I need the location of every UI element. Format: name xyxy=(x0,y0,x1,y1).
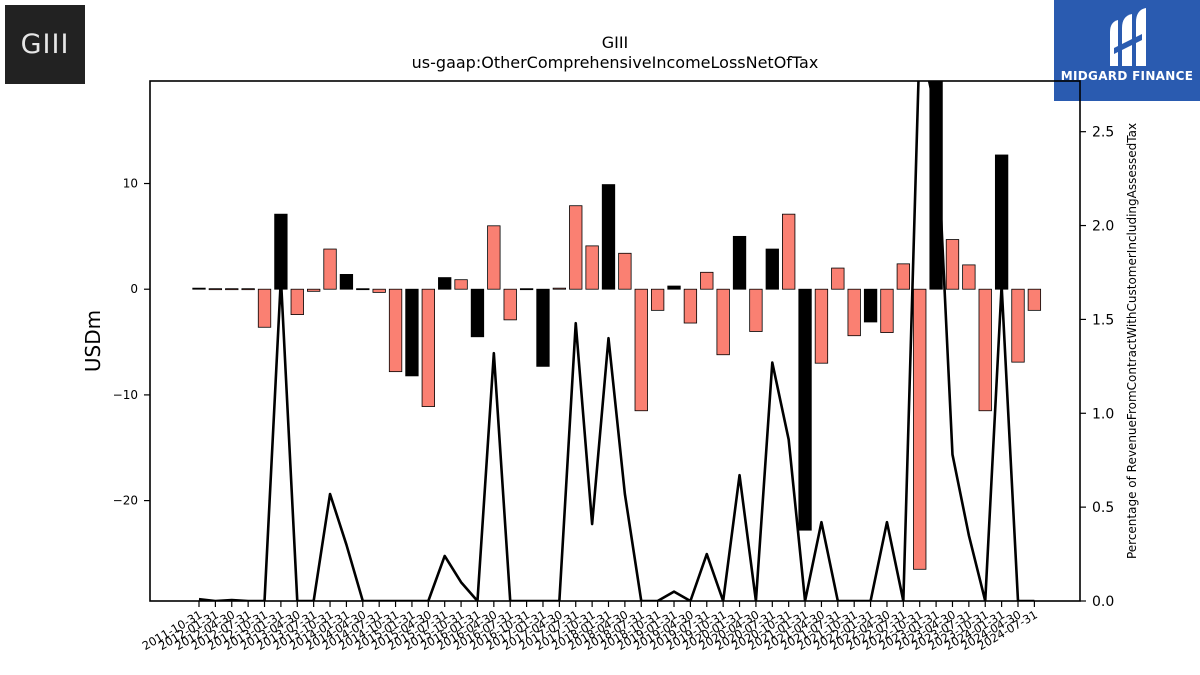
bar-2015-10-31 xyxy=(454,279,468,290)
chart-title: GIII xyxy=(602,33,629,52)
bar-2014-01-31 xyxy=(339,274,354,290)
y-tick-label: −10 xyxy=(113,388,138,402)
bar-2012-01-31 xyxy=(208,288,223,291)
bar-2019-10-31 xyxy=(716,288,730,356)
bar-2019-04-30 xyxy=(683,288,698,324)
brand-logo: MIDGARD FINANCE xyxy=(1054,0,1200,101)
bar-2021-07-31 xyxy=(831,267,845,290)
bar-2018-01-31 xyxy=(601,184,616,290)
bar-2017-10-31 xyxy=(585,245,599,290)
bar-2016-10-31 xyxy=(519,288,534,291)
y2-axis-label: Percentage of RevenueFromContractWithCus… xyxy=(1125,123,1139,559)
y-axis-label: USDm xyxy=(81,310,105,372)
bar-2024-07-31 xyxy=(1027,288,1042,311)
brand-mark-icon xyxy=(1110,8,1146,66)
bar-2016-04-30 xyxy=(487,225,501,290)
bar-2011-10-31 xyxy=(192,287,206,290)
series-line xyxy=(198,81,1035,601)
y2-tick-label: 2.0 xyxy=(1092,219,1114,235)
y2-tick-label: 0.5 xyxy=(1092,500,1114,516)
bar-2019-07-31 xyxy=(700,271,714,290)
bar-2012-04-30 xyxy=(225,288,239,291)
bar-2023-07-31 xyxy=(962,264,976,290)
bar-2019-01-31 xyxy=(667,285,681,290)
bar-2024-01-31 xyxy=(994,154,1009,290)
bar-2017-04-30 xyxy=(552,287,567,290)
bar-2021-01-31 xyxy=(798,288,812,531)
bar-2021-10-31 xyxy=(847,288,861,337)
bar-2018-10-31 xyxy=(650,288,665,311)
bar-2014-10-31 xyxy=(388,288,403,373)
bar-2016-07-31 xyxy=(503,288,517,321)
bar-2014-04-30 xyxy=(356,288,370,291)
bar-2018-07-31 xyxy=(634,288,648,412)
bar-2022-07-31 xyxy=(896,263,910,290)
company-logo-text: GIII xyxy=(20,29,70,60)
bar-2012-07-31 xyxy=(241,288,255,291)
bar-2015-04-30 xyxy=(421,288,435,407)
bar-2014-07-31 xyxy=(372,288,386,293)
bar-2020-07-31 xyxy=(765,248,779,290)
y-tick-label: −20 xyxy=(113,494,138,508)
plot-frame xyxy=(149,80,1081,602)
bar-2022-04-30 xyxy=(880,288,894,333)
bar-2013-04-30 xyxy=(290,288,304,315)
bar-2017-01-31 xyxy=(536,288,550,367)
bar-2023-04-30 xyxy=(945,239,960,290)
bar-2015-01-31 xyxy=(405,288,419,377)
y2-tick-label: 1.0 xyxy=(1092,406,1114,422)
brand-logo-text: MIDGARD FINANCE xyxy=(1060,69,1194,83)
company-logo: GIII xyxy=(5,5,85,84)
bar-2015-07-31 xyxy=(438,277,452,290)
bar-2021-04-30 xyxy=(814,288,829,364)
bar-2018-04-30 xyxy=(618,252,632,290)
bar-2013-07-31 xyxy=(307,288,321,292)
y-tick-label: 0 xyxy=(130,282,138,296)
bar-2022-01-31 xyxy=(863,288,878,323)
bar-2020-04-30 xyxy=(749,288,763,332)
chart-subtitle: us-gaap:OtherComprehensiveIncomeLossNetO… xyxy=(412,53,819,72)
y2-tick-label: 1.5 xyxy=(1092,312,1114,328)
bar-2023-10-31 xyxy=(978,288,992,412)
bar-2017-07-31 xyxy=(569,205,583,290)
bar-2013-10-31 xyxy=(323,248,337,290)
y2-tick-label: 0.0 xyxy=(1092,594,1114,610)
y-tick-label: 10 xyxy=(123,177,138,191)
bar-2012-10-31 xyxy=(257,288,272,328)
bar-2020-01-31 xyxy=(732,235,747,290)
bar-2020-10-31 xyxy=(782,213,796,290)
bar-2022-10-31 xyxy=(913,288,927,570)
bar-2024-04-30 xyxy=(1011,288,1025,363)
y2-tick-label: 2.5 xyxy=(1092,125,1114,141)
bar-2016-01-31 xyxy=(470,288,485,338)
